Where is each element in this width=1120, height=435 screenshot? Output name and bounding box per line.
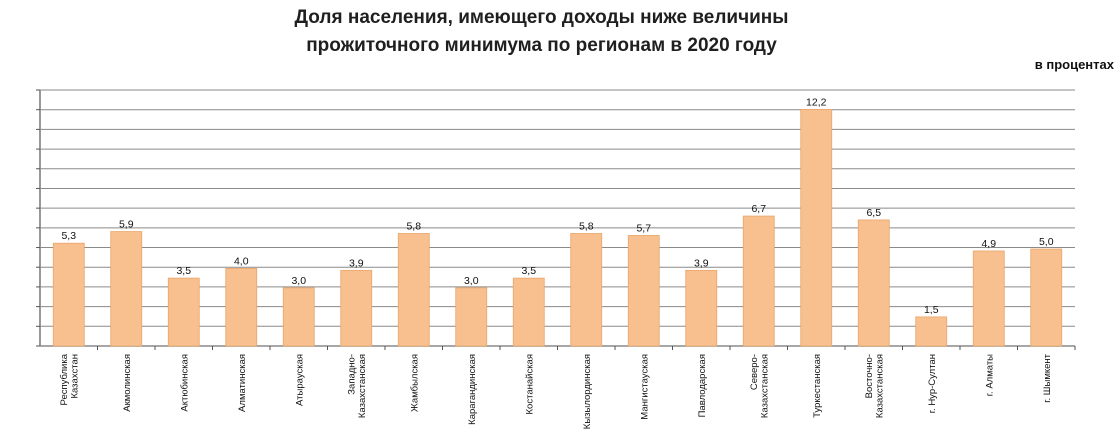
data-label: 6,5 — [866, 207, 881, 219]
category-label: Туркестанская — [812, 354, 823, 418]
chart-title: Доля населения, имеющего доходы ниже вел… — [0, 4, 1083, 60]
category-label: г. Шымкент — [1042, 353, 1053, 402]
category-label: Северо-Казахстанская — [749, 354, 771, 418]
data-label: 5,8 — [579, 221, 594, 233]
data-label: 12,2 — [806, 96, 827, 108]
bar — [512, 277, 545, 347]
bar — [685, 269, 718, 347]
category-label: г. Нур-Султан — [927, 354, 938, 413]
bar — [800, 108, 833, 347]
data-label: 3,5 — [176, 265, 191, 277]
bar — [110, 231, 143, 347]
chart-title-line-2: прожиточного минимума по регионам в 2020… — [306, 35, 777, 56]
data-label: 5,8 — [406, 221, 421, 233]
bar — [742, 215, 775, 347]
data-label: 4,9 — [981, 238, 996, 250]
bar — [282, 287, 315, 347]
bar — [167, 277, 200, 347]
data-label: 3,5 — [521, 265, 536, 277]
category-label: Восточно-Казахстанская — [864, 354, 886, 418]
data-label: 3,9 — [349, 257, 364, 269]
bar — [52, 242, 85, 347]
category-label: г. Алматы — [984, 354, 995, 396]
bar — [225, 268, 258, 347]
bar — [1030, 248, 1063, 347]
bar — [570, 233, 603, 347]
category-label: Акмолинская — [122, 354, 133, 412]
bar — [972, 250, 1005, 347]
data-label: 4,0 — [234, 255, 249, 267]
category-label: Костанайская — [524, 354, 535, 414]
data-label: 5,0 — [1039, 236, 1054, 248]
category-label: Карагандинская — [467, 354, 478, 425]
category-label: Атырауская — [294, 354, 305, 406]
bar — [340, 269, 373, 347]
category-label: Мангистауская — [639, 354, 650, 420]
data-label: 3,0 — [464, 275, 479, 287]
category-label: Кызылординская — [582, 354, 593, 429]
data-label: 5,7 — [636, 222, 651, 234]
unit-label: в процентах — [1034, 57, 1114, 72]
data-label: 3,0 — [291, 275, 306, 287]
bar — [397, 233, 430, 347]
category-label: Алматинская — [237, 354, 248, 412]
data-label: 6,7 — [751, 203, 766, 215]
data-label: 5,3 — [61, 230, 76, 242]
data-label: 5,9 — [119, 219, 134, 231]
data-label: 3,9 — [694, 257, 709, 269]
bar — [857, 219, 890, 347]
bar — [455, 287, 488, 347]
chart-title-line-1: Доля населения, имеющего доходы ниже вел… — [294, 7, 789, 28]
category-label: Жамбылская — [409, 354, 420, 412]
bar — [627, 235, 660, 347]
bar — [915, 316, 948, 347]
category-label: Павлодарская — [697, 354, 708, 417]
category-label: РеспубликаКазахстан — [59, 353, 81, 405]
category-label: Актюбинская — [179, 354, 190, 412]
data-label: 1,5 — [924, 304, 939, 316]
category-label: Западно-Казахстанская — [347, 354, 369, 418]
